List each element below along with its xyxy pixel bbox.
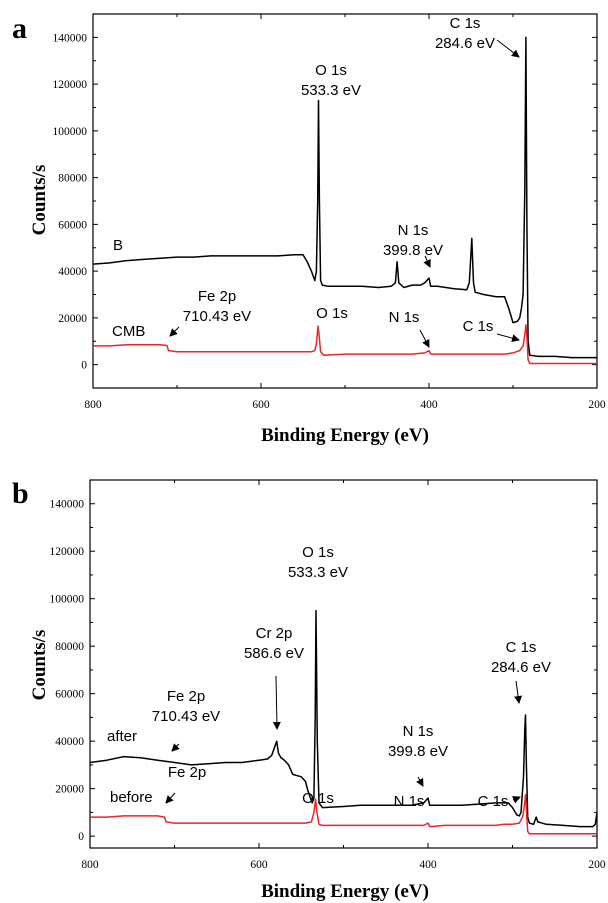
peak-annotation: Fe 2p (198, 288, 236, 305)
peak-annotation: before (110, 789, 153, 806)
peak-annotation: N 1s (394, 793, 425, 810)
x-tick-label: 400 (420, 399, 438, 411)
peak-annotation: N 1s (403, 723, 434, 740)
annotation-arrow (419, 329, 430, 348)
peak-annotation: O 1s (302, 544, 334, 561)
series-line-cmb (93, 324, 597, 365)
peak-annotation: 533.3 eV (288, 564, 348, 581)
y-tick-label: 100000 (53, 126, 88, 138)
y-tick-label: 20000 (58, 313, 87, 325)
peak-annotation: 284.6 eV (435, 35, 495, 52)
annotation-arrow (165, 792, 176, 804)
x-tick-label: 800 (84, 399, 102, 411)
peak-annotation: C 1s (478, 793, 509, 810)
y-tick-label: 60000 (58, 219, 87, 231)
x-tick-label: 400 (419, 859, 437, 871)
peak-annotation: 399.8 eV (388, 743, 448, 760)
peak-annotation: CMB (112, 323, 145, 340)
annotation-arrow (423, 255, 431, 268)
x-tick-label: 200 (588, 859, 606, 871)
peak-annotation: 533.3 eV (301, 82, 361, 99)
y-tick-label: 120000 (50, 546, 85, 558)
annotation-arrow (272, 675, 281, 730)
panel-label: a (12, 12, 27, 45)
y-tick-label: 100000 (50, 594, 85, 606)
peak-annotation: Cr 2p (256, 625, 293, 642)
x-axis-label: Binding Energy (eV) (261, 881, 429, 902)
peak-annotation: C 1s (506, 639, 537, 656)
y-tick-label: 0 (78, 831, 84, 843)
peak-annotation: O 1s (315, 62, 347, 79)
y-tick-label: 140000 (50, 499, 85, 511)
y-axis-label: Counts/s (29, 165, 50, 236)
peak-annotation: C 1s (450, 15, 481, 32)
series-line-before (90, 793, 597, 835)
y-tick-label: 80000 (58, 173, 87, 185)
x-tick-label: 800 (81, 859, 99, 871)
y-axis-label: Counts/s (29, 630, 50, 701)
y-tick-label: 140000 (53, 32, 88, 44)
series-line-after (89, 609, 598, 828)
annotation-arrow (496, 39, 520, 58)
y-tick-label: 80000 (55, 641, 84, 653)
peak-annotation: N 1s (389, 309, 420, 326)
peak-annotation: 586.6 eV (244, 645, 304, 662)
panel-label: b (12, 477, 29, 510)
peak-annotation: 710.43 eV (183, 308, 251, 325)
annotation-arrow (514, 680, 523, 704)
peak-annotation: O 1s (316, 305, 348, 322)
y-tick-label: 40000 (58, 266, 87, 278)
x-axis-label: Binding Energy (eV) (261, 425, 429, 446)
annotation-arrow (171, 743, 180, 752)
panel-a: 800 600 400 200 0 20000 40000 60000 80000 100000 1… (12, 12, 606, 446)
peak-annotation: Fe 2p (168, 764, 206, 781)
peak-annotation: Fe 2p (167, 688, 205, 705)
annotation-arrow (511, 796, 521, 804)
peak-annotation: N 1s (398, 222, 429, 239)
peak-annotation: B (113, 237, 123, 254)
y-tick-label: 20000 (55, 784, 84, 796)
y-tick-label: 40000 (55, 736, 84, 748)
x-tick-label: 600 (252, 399, 270, 411)
y-tick-label: 0 (81, 360, 87, 372)
peak-annotation: 710.43 eV (152, 708, 220, 725)
peak-annotation: C 1s (463, 318, 494, 335)
peak-annotation: 399.8 eV (383, 242, 443, 259)
peak-annotation: O 1s (302, 790, 334, 807)
annotation-arrow (496, 333, 520, 343)
panel-b: 800 600 400 200 0 20000 40000 60000 80000 100000 1… (12, 477, 606, 902)
peak-annotation: 284.6 eV (491, 659, 551, 676)
series-line-b (92, 36, 597, 359)
y-tick-label: 60000 (55, 689, 84, 701)
annotation-arrow (416, 776, 424, 787)
y-tick-label: 120000 (53, 79, 88, 91)
annotation-arrow (169, 326, 180, 337)
x-tick-label: 200 (588, 399, 606, 411)
x-tick-label: 600 (250, 859, 268, 871)
peak-annotation: after (107, 728, 137, 745)
